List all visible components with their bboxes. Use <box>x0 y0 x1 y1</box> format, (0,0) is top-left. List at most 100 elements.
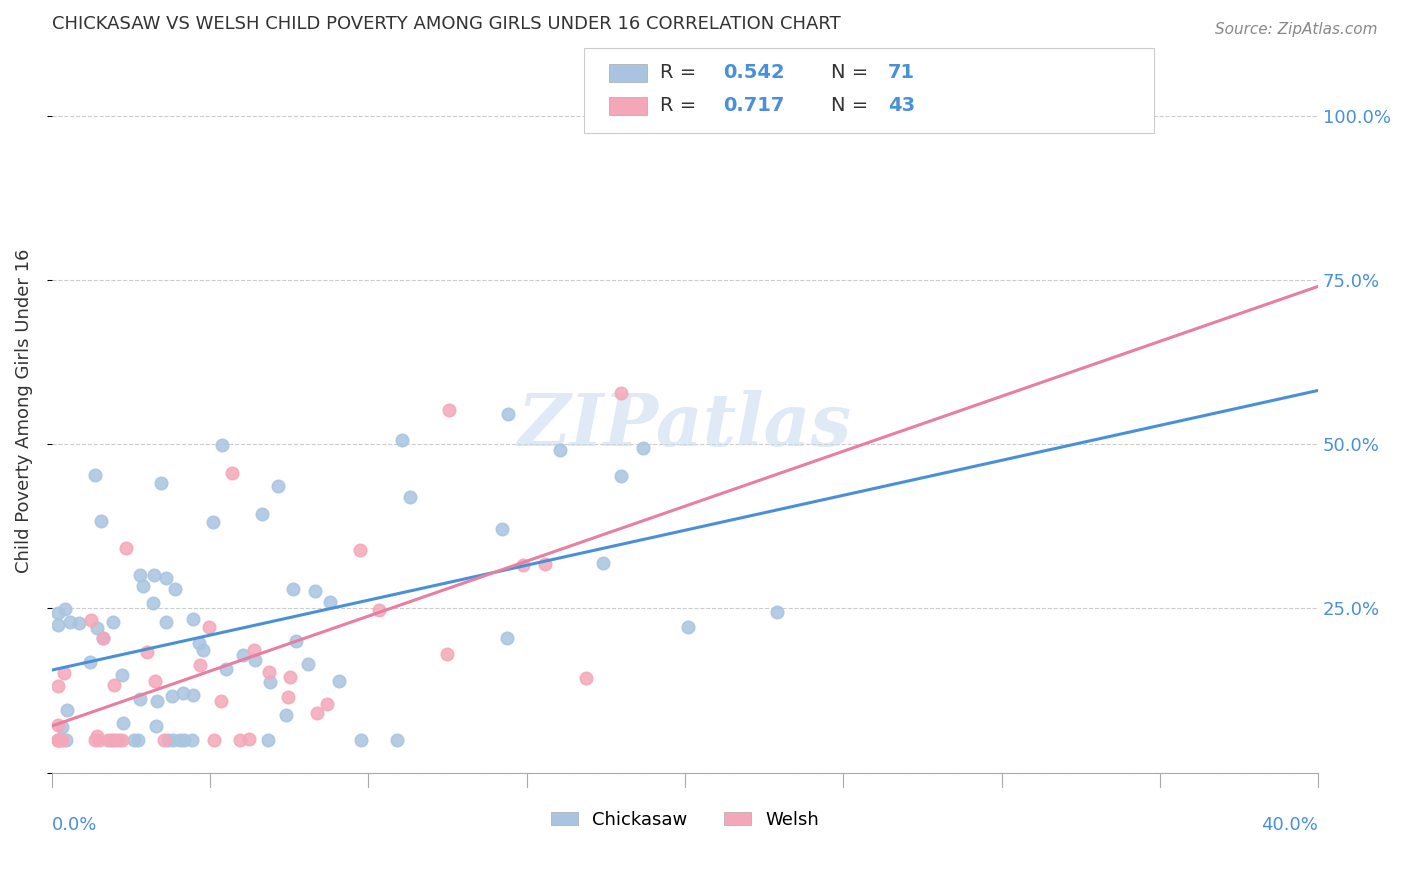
Point <box>67 615 90 630</box>
Point <box>491 522 513 536</box>
Point <box>187 636 209 650</box>
Point <box>86 621 108 635</box>
Point <box>256 732 278 747</box>
Point <box>191 642 214 657</box>
Text: 0.717: 0.717 <box>723 96 785 115</box>
Text: CHICKASAW VS WELSH CHILD POVERTY AMONG GIRLS UNDER 16 CORRELATION CHART: CHICKASAW VS WELSH CHILD POVERTY AMONG G… <box>52 15 841 33</box>
Point <box>103 678 125 692</box>
Point <box>297 657 319 671</box>
Point <box>129 567 152 582</box>
Point <box>391 433 413 447</box>
Point <box>51 721 73 735</box>
Point <box>83 732 105 747</box>
Point <box>155 615 177 629</box>
Point <box>250 508 273 522</box>
Point <box>533 557 555 571</box>
Point <box>169 732 191 747</box>
Text: N =: N = <box>831 96 875 115</box>
Point <box>259 675 281 690</box>
Point <box>142 595 165 609</box>
FancyBboxPatch shape <box>583 47 1153 133</box>
Point <box>46 732 69 747</box>
Point <box>198 620 221 634</box>
Point <box>91 632 114 646</box>
Point <box>97 732 120 747</box>
Point <box>101 615 124 629</box>
Point <box>101 732 124 747</box>
Point <box>153 732 176 747</box>
FancyBboxPatch shape <box>609 64 647 82</box>
Point <box>114 541 136 555</box>
Point <box>51 732 73 747</box>
Point <box>496 631 519 645</box>
Point <box>202 732 225 747</box>
Point <box>304 584 326 599</box>
Point <box>368 603 391 617</box>
Point <box>91 631 114 645</box>
Point <box>305 706 328 720</box>
Point <box>46 732 69 747</box>
Point <box>162 732 184 747</box>
Point <box>575 671 598 685</box>
Point <box>610 385 633 400</box>
Point <box>215 662 238 676</box>
Point <box>53 602 76 616</box>
Point <box>436 647 458 661</box>
Point <box>127 732 149 747</box>
Point <box>267 479 290 493</box>
Point <box>592 557 614 571</box>
Text: 40.0%: 40.0% <box>1261 816 1319 834</box>
Point <box>145 719 167 733</box>
Point <box>46 718 69 732</box>
Point <box>100 732 122 747</box>
Point <box>245 653 267 667</box>
Point <box>221 466 243 480</box>
Point <box>86 729 108 743</box>
Point <box>211 438 233 452</box>
Point <box>108 732 131 747</box>
Point <box>548 442 571 457</box>
Text: R =: R = <box>659 96 702 115</box>
Text: R =: R = <box>659 63 702 82</box>
Point <box>46 618 69 632</box>
Point <box>55 732 77 747</box>
Point <box>155 571 177 585</box>
Point <box>229 732 252 747</box>
Text: 0.0%: 0.0% <box>52 816 97 834</box>
Point <box>90 514 112 528</box>
Point <box>111 732 134 747</box>
Point <box>105 732 128 747</box>
Point <box>276 707 298 722</box>
Point <box>53 665 76 680</box>
Point <box>498 407 520 421</box>
Point <box>278 670 301 684</box>
Legend: Chickasaw, Welsh: Chickasaw, Welsh <box>544 804 827 836</box>
Point <box>350 732 373 747</box>
Y-axis label: Child Poverty Among Girls Under 16: Child Poverty Among Girls Under 16 <box>15 249 32 574</box>
Point <box>387 732 409 747</box>
Text: N =: N = <box>831 63 875 82</box>
Point <box>79 613 101 627</box>
Point <box>56 703 79 717</box>
Point <box>128 692 150 706</box>
Point <box>209 694 232 708</box>
Point <box>59 615 82 629</box>
Point <box>132 579 155 593</box>
Point <box>316 698 339 712</box>
Point <box>46 606 69 620</box>
Point <box>257 665 280 680</box>
Point <box>79 655 101 669</box>
Text: 0.542: 0.542 <box>723 63 785 82</box>
Point <box>46 732 69 747</box>
FancyBboxPatch shape <box>609 97 647 115</box>
Point <box>173 732 195 747</box>
Point <box>437 402 460 417</box>
Point <box>281 582 304 597</box>
Point <box>181 688 204 702</box>
Text: Source: ZipAtlas.com: Source: ZipAtlas.com <box>1215 22 1378 37</box>
Point <box>319 594 342 608</box>
Point <box>136 645 159 659</box>
Point <box>84 467 107 482</box>
Point <box>112 716 135 731</box>
Point <box>143 673 166 688</box>
